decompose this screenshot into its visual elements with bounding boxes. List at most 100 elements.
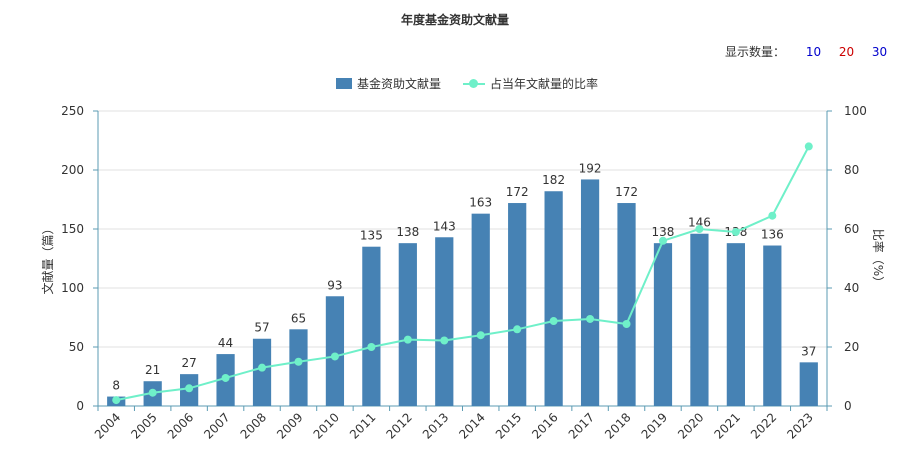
legend-bar-label: 基金资助文献量 (357, 77, 442, 91)
ratio-point (440, 336, 449, 345)
display-count-option-10[interactable]: 10 (805, 44, 822, 59)
ratio-point (622, 319, 631, 328)
bar-value-label: 172 (506, 185, 529, 199)
bar-value-label: 192 (579, 161, 602, 175)
chart-title: 年度基金资助文献量 (400, 13, 509, 27)
x-tick-label: 2016 (529, 410, 560, 441)
x-tick-label: 2010 (311, 410, 342, 441)
bar-value-label: 37 (801, 344, 816, 358)
bar-value-label: 27 (181, 356, 196, 370)
y-right-tick-label: 40 (844, 281, 859, 295)
bar-value-label: 136 (761, 228, 784, 242)
bar (435, 237, 454, 406)
x-tick-label: 2005 (128, 410, 159, 441)
x-tick-label: 2007 (201, 410, 232, 441)
x-tick-label: 2013 (420, 410, 451, 441)
x-tick-label: 2006 (165, 410, 196, 441)
legend-bar-swatch (336, 78, 352, 89)
bar (617, 203, 636, 406)
bar (726, 243, 745, 406)
bar (325, 296, 345, 406)
legend-item-line-series[interactable]: 占当年文献量的比率 (463, 75, 598, 92)
ratio-point (258, 363, 267, 372)
ratio-point (294, 357, 303, 366)
bar (398, 243, 417, 406)
y-left-tick-label: 250 (61, 104, 84, 118)
bar-value-label: 21 (145, 363, 160, 377)
bar-value-label: 143 (433, 219, 456, 233)
x-tick-label: 2011 (347, 410, 378, 441)
bar-value-label: 8 (112, 379, 120, 393)
display-count-option-30[interactable]: 30 (871, 44, 888, 59)
ratio-point (403, 335, 412, 344)
legend-line-swatch (463, 78, 486, 89)
bar (289, 329, 308, 406)
y-right-tick-label: 100 (844, 104, 867, 118)
display-count-selector: 显示数量： 10 20 30 (725, 43, 896, 60)
y-left-tick-label: 0 (76, 399, 84, 413)
bar (362, 246, 381, 406)
ratio-point (221, 373, 230, 382)
bar (471, 213, 490, 406)
y-right-tick-label: 60 (844, 222, 859, 236)
bar-value-label: 93 (327, 278, 342, 292)
bar-value-label: 182 (542, 173, 565, 187)
y-axis-left-title: 文献量（篇） (40, 222, 55, 294)
ratio-point (731, 227, 740, 236)
bar-value-label: 135 (360, 229, 383, 243)
display-count-label: 显示数量： (724, 45, 785, 59)
bar-value-label: 138 (396, 225, 419, 239)
ratio-point (695, 225, 704, 233)
y-left-tick-label: 150 (61, 222, 84, 236)
bar (544, 191, 563, 406)
x-tick-label: 2019 (639, 410, 670, 441)
bar (653, 243, 673, 406)
bar-value-label: 163 (469, 196, 492, 210)
ratio-point (367, 343, 376, 351)
y-axis-right-title: 比率（%） (871, 229, 886, 288)
ratio-line (116, 145, 810, 402)
bar (763, 245, 782, 406)
x-tick-label: 2015 (493, 410, 524, 441)
x-tick-label: 2021 (711, 410, 742, 441)
x-tick-label: 2009 (274, 410, 305, 441)
x-tick-label: 2018 (602, 410, 633, 441)
y-right-tick-label: 0 (844, 399, 852, 413)
ratio-point (804, 142, 813, 151)
bar-value-label: 146 (688, 216, 711, 230)
ratio-point (658, 236, 667, 245)
y-left-tick-label: 200 (61, 163, 84, 177)
x-tick-label: 2017 (566, 410, 597, 441)
ratio-point (586, 314, 595, 323)
ratio-point (148, 388, 157, 397)
x-tick-label: 2012 (383, 410, 414, 441)
x-tick-label: 2020 (675, 410, 706, 441)
ratio-point (513, 325, 522, 334)
bar-value-label: 172 (615, 185, 638, 199)
bar (690, 233, 709, 406)
chart-legend: 基金资助文献量 占当年文献量的比率 (336, 75, 620, 92)
x-tick-label: 2014 (456, 410, 487, 441)
ratio-point (330, 352, 339, 361)
bar (580, 179, 600, 406)
ratio-point (768, 211, 777, 220)
bar-value-label: 65 (291, 311, 306, 325)
display-count-option-20[interactable]: 20 (838, 44, 855, 59)
y-left-tick-label: 50 (69, 340, 84, 354)
ratio-point (185, 384, 194, 393)
bar (799, 362, 818, 406)
bar-value-label: 138 (652, 225, 675, 239)
y-left-tick-label: 100 (61, 281, 84, 295)
x-tick-label: 2004 (92, 410, 123, 441)
legend-item-bar-series[interactable]: 基金资助文献量 (336, 75, 441, 92)
ratio-point (549, 317, 558, 326)
ratio-point (476, 331, 485, 340)
x-tick-label: 2023 (784, 410, 815, 441)
legend-line-label: 占当年文献量的比率 (490, 77, 599, 91)
bar (252, 338, 272, 406)
y-right-tick-label: 80 (844, 163, 859, 177)
y-right-tick-label: 20 (844, 340, 859, 354)
bar-value-label: 44 (218, 336, 233, 350)
bar (508, 203, 527, 406)
